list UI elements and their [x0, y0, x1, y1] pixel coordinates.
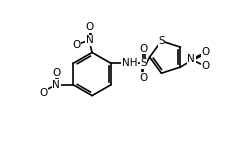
Text: S: S [140, 58, 146, 68]
Text: N: N [52, 80, 60, 90]
Text: NH: NH [121, 58, 137, 68]
Text: N: N [85, 35, 93, 45]
Text: O: O [39, 88, 47, 97]
Text: O: O [139, 44, 147, 54]
Text: O: O [52, 67, 60, 78]
Text: O: O [139, 73, 147, 83]
Text: O: O [85, 22, 93, 32]
Text: N: N [187, 54, 194, 64]
Text: O: O [200, 47, 209, 57]
Text: O: O [72, 40, 80, 50]
Text: S: S [158, 36, 164, 46]
Text: O: O [200, 61, 209, 71]
